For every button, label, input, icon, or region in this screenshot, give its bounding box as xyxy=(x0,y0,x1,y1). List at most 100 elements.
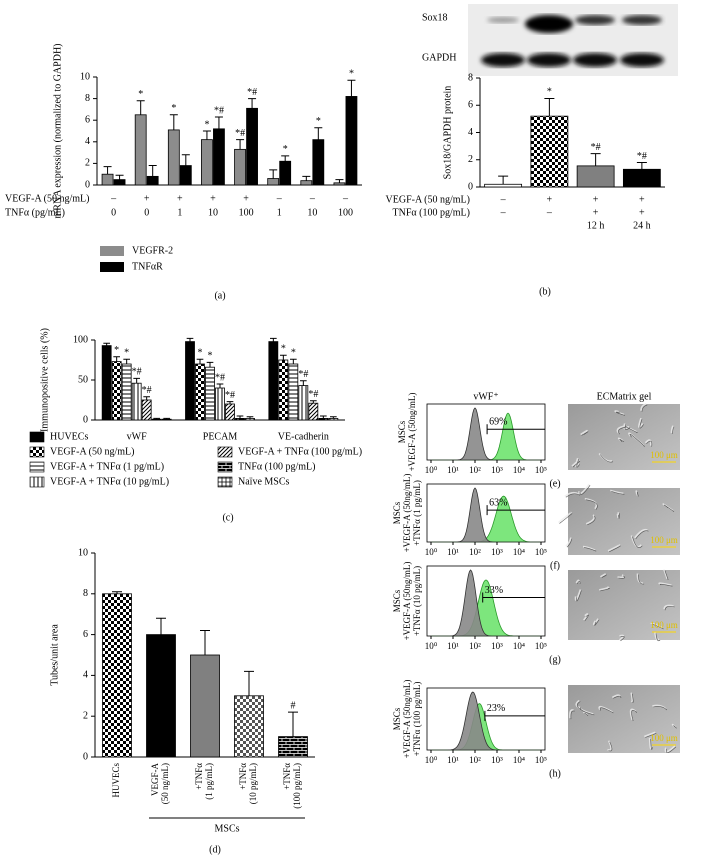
sample-label: +TNFα (10 pg/mL) xyxy=(412,566,422,636)
bar xyxy=(111,361,122,421)
x-tick-label: 10³ xyxy=(491,641,503,651)
error-bar xyxy=(270,337,277,342)
histogram-gray xyxy=(431,487,541,543)
significance-label: * xyxy=(349,69,354,80)
y-axis-title: Sox18/GAPDH protein xyxy=(442,86,453,180)
legend-label: Naïve MSCs xyxy=(238,476,290,487)
error-bar xyxy=(226,401,234,404)
panel-letter: (e) xyxy=(549,478,560,489)
y-tick-label: 10 xyxy=(80,71,90,82)
significance-label: * xyxy=(198,347,203,358)
y-tick-label: 100 xyxy=(73,334,88,345)
error-bar xyxy=(300,380,307,386)
bar xyxy=(101,345,112,421)
cell-network-shadow xyxy=(570,693,677,753)
error-bar xyxy=(196,358,204,364)
significance-label: * xyxy=(316,116,321,127)
bar xyxy=(201,139,213,186)
micrograph: 100 μm xyxy=(568,685,680,753)
error-bar xyxy=(236,415,244,419)
sample-label: +VEGF-A (50ng/mL) xyxy=(402,680,412,759)
panel-letter: (h) xyxy=(549,768,561,779)
x-tick-label: (100 pg/mL) xyxy=(292,763,302,809)
error-bar xyxy=(216,383,224,388)
bar xyxy=(131,382,142,421)
error-bar xyxy=(302,175,311,181)
error-bar xyxy=(113,356,120,362)
panel-letter: (f) xyxy=(550,560,560,571)
gate-percent: 23% xyxy=(487,703,505,714)
y-tick-label: 8 xyxy=(468,72,473,83)
sample-label: +TNFα (1 pg/mL) xyxy=(412,480,422,546)
condition-value: – xyxy=(276,193,283,204)
legend-swatch xyxy=(29,446,45,458)
cell-network xyxy=(569,692,677,753)
significance-label: # xyxy=(291,700,296,711)
legend-swatch xyxy=(217,446,233,458)
condition-value: + xyxy=(593,207,599,218)
condition-value: + xyxy=(639,194,645,205)
bar xyxy=(190,654,220,758)
error-bar xyxy=(148,165,157,177)
bar xyxy=(213,128,225,186)
scale-label: 100 μm xyxy=(650,450,678,460)
blot-label: Sox18 xyxy=(422,12,448,23)
significance-label: *# xyxy=(235,128,245,139)
error-bar xyxy=(123,358,130,364)
error-bar xyxy=(310,400,317,404)
x-tick-label: 10² xyxy=(469,547,481,557)
histogram-gray xyxy=(431,569,541,637)
group-label: MSCs xyxy=(214,823,239,834)
panel-letter: (d) xyxy=(209,844,221,855)
micrograph-image xyxy=(568,570,680,640)
error-bar xyxy=(103,342,110,346)
x-tick-label: vWF xyxy=(127,431,147,442)
histogram-gray xyxy=(431,407,541,461)
y-tick-label: 6 xyxy=(468,100,473,111)
condition-value: 100 xyxy=(239,207,254,218)
error-bar xyxy=(544,97,555,117)
y-tick-label: 2 xyxy=(83,710,88,721)
histogram-frame xyxy=(426,403,546,461)
error-bar xyxy=(133,377,140,384)
legend-label: HUVECs xyxy=(50,431,88,442)
gate-percent: 63% xyxy=(489,497,507,508)
error-bar xyxy=(288,711,298,737)
error-bar xyxy=(290,358,297,364)
error-bar xyxy=(202,130,211,140)
x-tick-label: 10¹ xyxy=(447,755,459,765)
legend-swatch xyxy=(29,476,45,488)
significance-label: * xyxy=(138,89,143,100)
error-bar xyxy=(236,139,245,150)
y-tick-label: 0 xyxy=(468,181,473,192)
y-axis-title: Immunopositive cells (%) xyxy=(39,328,50,432)
bar xyxy=(185,341,195,421)
y-tick-label: 8 xyxy=(85,93,90,104)
error-bar xyxy=(590,153,601,166)
significance-label: *# xyxy=(308,389,318,400)
condition-value: 100 xyxy=(338,207,353,218)
error-bar xyxy=(246,416,254,419)
bar xyxy=(161,418,172,421)
error-bar xyxy=(115,174,124,180)
legend-swatch xyxy=(100,262,124,272)
y-tick-label: 0 xyxy=(83,751,88,762)
legend-swatch xyxy=(100,246,124,256)
legend-label: TNFα (100 pg/mL) xyxy=(238,461,315,472)
bar xyxy=(151,418,162,421)
gate-percent: 33% xyxy=(485,585,503,596)
error-bar xyxy=(636,161,647,170)
condition-value: 0 xyxy=(144,207,149,218)
legend-swatch xyxy=(29,431,45,443)
x-tick-label: 10⁰ xyxy=(425,547,438,557)
bar xyxy=(298,385,309,421)
panel-letter: (b) xyxy=(539,286,551,297)
significance-label: * xyxy=(283,144,288,155)
error-bar xyxy=(498,175,509,185)
bar xyxy=(288,363,299,421)
sample-label: +VEGF-A (50ng/mL) xyxy=(402,474,412,553)
bar xyxy=(113,179,126,186)
bar xyxy=(215,387,225,421)
x-tick-label: VE-cadherin xyxy=(278,431,329,442)
